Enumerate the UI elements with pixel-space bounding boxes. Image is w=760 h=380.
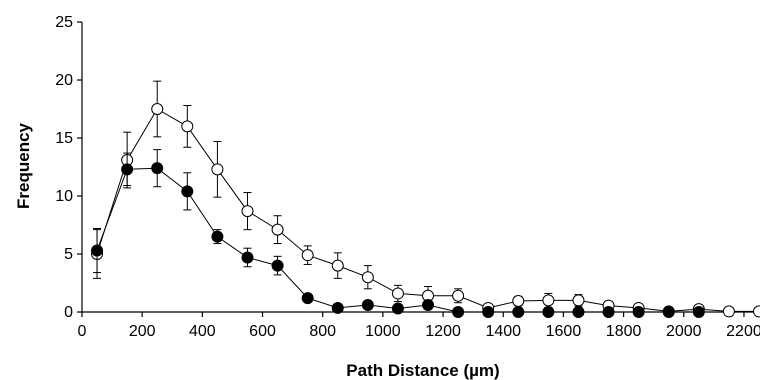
data-point-filled — [452, 306, 465, 318]
data-point-open — [301, 249, 314, 262]
data-point-open — [241, 205, 254, 218]
data-point-filled — [151, 162, 164, 175]
data-point-open — [331, 259, 344, 272]
x-tick-label: 0 — [78, 323, 87, 340]
data-point-open — [361, 271, 374, 284]
data-point-open — [722, 305, 735, 318]
series-layer — [91, 80, 760, 318]
data-point-open — [753, 305, 760, 318]
x-tick-label: 2200 — [726, 323, 760, 340]
series-line — [96, 108, 759, 312]
x-tick-label: 2000 — [666, 323, 702, 340]
data-point-filled — [121, 163, 134, 176]
data-point-filled — [632, 306, 645, 318]
x-tick-label: 1200 — [425, 323, 461, 340]
x-tick-label: 1800 — [606, 323, 642, 340]
data-point-filled — [331, 301, 344, 314]
data-point-filled — [542, 306, 555, 318]
data-point-filled — [301, 292, 314, 305]
data-point-filled — [391, 302, 404, 315]
data-point-filled — [181, 185, 194, 198]
data-point-open — [542, 294, 555, 307]
x-tick-label: 1400 — [485, 323, 521, 340]
y-tick-label: 20 — [55, 72, 73, 89]
data-point-filled — [572, 306, 585, 318]
x-tick-label: 1600 — [546, 323, 582, 340]
x-axis-title: Path Distance (µm) — [346, 361, 499, 380]
data-point-filled — [241, 251, 254, 264]
x-tick-label: 800 — [309, 323, 336, 340]
y-tick-label: 10 — [55, 188, 73, 205]
data-point-filled — [602, 306, 615, 318]
y-tick-label: 0 — [64, 304, 73, 321]
x-tick-label: 600 — [249, 323, 276, 340]
data-point-open — [151, 103, 164, 115]
data-point-filled — [482, 306, 495, 318]
data-point-filled — [271, 259, 284, 272]
y-axis-title: Frequency — [14, 122, 33, 209]
data-point-filled — [692, 306, 705, 318]
data-point-filled — [211, 230, 224, 243]
x-tick-label: 400 — [189, 323, 216, 340]
y-tick-label: 15 — [55, 130, 73, 147]
data-point-open — [211, 163, 224, 176]
data-point-filled — [422, 299, 435, 312]
data-point-filled — [512, 306, 525, 318]
data-point-open — [512, 294, 525, 307]
data-point-open — [452, 289, 465, 302]
y-tick-label: 5 — [64, 246, 73, 263]
data-point-filled — [662, 306, 675, 318]
series-filled-circle — [91, 149, 705, 318]
x-tick-label: 1000 — [365, 323, 401, 340]
data-point-filled — [91, 244, 104, 257]
data-point-filled — [361, 299, 374, 312]
data-point-open — [391, 287, 404, 300]
axes: 0 5 10 15 20 25 0 200 400 600 800 1000 1200 1400 1600 1… — [55, 14, 760, 340]
y-tick-label: 25 — [55, 14, 73, 31]
data-point-open — [271, 223, 284, 236]
x-tick-label: 200 — [129, 323, 156, 340]
data-point-open — [572, 294, 585, 307]
data-point-open — [181, 120, 194, 133]
